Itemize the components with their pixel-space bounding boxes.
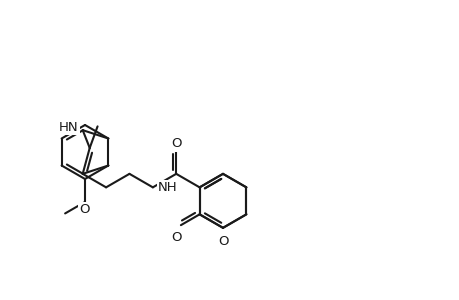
Text: O: O bbox=[171, 231, 182, 244]
Text: O: O bbox=[217, 235, 228, 248]
Text: NH: NH bbox=[157, 181, 177, 194]
Text: O: O bbox=[79, 203, 90, 216]
Text: HN: HN bbox=[59, 121, 78, 134]
Text: O: O bbox=[171, 137, 181, 150]
